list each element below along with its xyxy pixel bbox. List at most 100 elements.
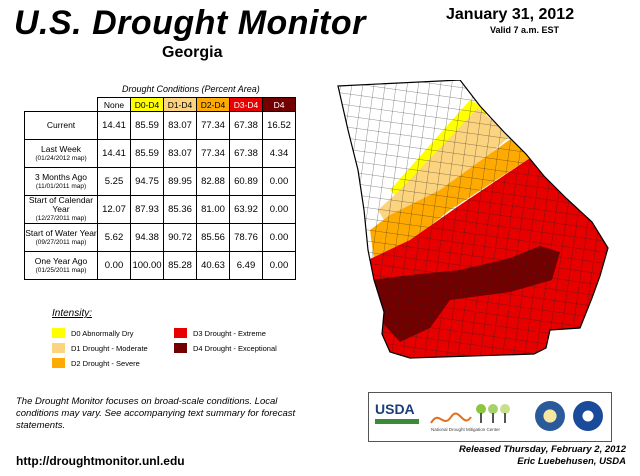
legend-label-d2: D2 Drought - Severe <box>71 358 140 368</box>
table-cell: 85.59 <box>130 139 164 168</box>
row-label-sub: (12/27/2011 map) <box>35 215 87 222</box>
row-label: One Year Ago (01/25/2011 map) <box>24 251 98 280</box>
row-label: Start of Calendar Year (12/27/2011 map) <box>24 195 98 224</box>
row-label-sub: (09/27/2011 map) <box>35 238 87 246</box>
legend-item-d3: D3 Drought - Extreme <box>174 328 266 338</box>
legend-item-d1: D1 Drought - Moderate <box>52 343 148 353</box>
table-cell: 67.38 <box>229 111 263 140</box>
table-cell: 94.38 <box>130 223 164 252</box>
col-d1-d4: D1-D4 <box>163 97 197 112</box>
table-cell: 77.34 <box>196 139 230 168</box>
table-row: 3 Months Ago (11/01/2011 map) 5.25 94.75 89.… <box>24 167 296 196</box>
table-cell: 4.34 <box>262 139 296 168</box>
legend-item-d2: D2 Drought - Severe <box>52 358 140 368</box>
georgia-drought-map <box>337 80 609 359</box>
table-cell: 89.95 <box>163 167 197 196</box>
table-cell: 14.41 <box>97 139 131 168</box>
table-cell: 85.59 <box>130 111 164 140</box>
table-cell: 85.56 <box>196 223 230 252</box>
row-label-text: 3 Months Ago <box>35 171 87 182</box>
usda-logo-bar <box>375 419 419 424</box>
row-label-sub: (11/01/2011 map) <box>35 182 87 190</box>
table-cell: 14.41 <box>97 111 131 140</box>
table-cell: 85.28 <box>163 251 197 280</box>
table-header-row: None D0-D4 D1-D4 D2-D4 D3-D4 D4 <box>25 97 296 112</box>
legend-swatch-d0 <box>52 328 65 338</box>
row-label-text: Current <box>46 120 76 130</box>
row-label-sub: (01/25/2011 map) <box>35 266 87 274</box>
state-outline <box>337 80 609 359</box>
legend-label-d3: D3 Drought - Extreme <box>193 328 266 338</box>
table-cell: 5.25 <box>97 167 131 196</box>
release-date: Released Thursday, February 2, 2012 <box>458 444 626 455</box>
col-d3-d4: D3-D4 <box>229 97 263 112</box>
doc-seal-icon <box>535 401 565 431</box>
table-cell: 67.38 <box>229 139 263 168</box>
row-label: 3 Months Ago (11/01/2011 map) <box>24 167 98 196</box>
table-cell: 63.92 <box>229 195 263 224</box>
col-d4: D4 <box>262 97 296 112</box>
table-cell: 90.72 <box>163 223 197 252</box>
noaa-logo-icon <box>573 401 603 431</box>
table-cell: 16.52 <box>262 111 296 140</box>
table-row: Start of Calendar Year (12/27/2011 map) 12… <box>24 195 296 224</box>
legend-label-d1: D1 Drought - Moderate <box>71 343 148 353</box>
map-title: U.S. Drought Monitor <box>14 4 366 42</box>
row-label-text: Start of Water Year <box>25 227 97 238</box>
footer-note: The Drought Monitor focuses on broad-sca… <box>16 396 296 431</box>
table-corner <box>25 98 98 112</box>
table-cell: 40.63 <box>196 251 230 280</box>
table-row: Last Week (01/24/2012 map) 14.41 85.59 83.07… <box>24 139 296 168</box>
legend-label-d0: D0 Abnormally Dry <box>71 328 134 338</box>
table-cell: 6.49 <box>229 251 263 280</box>
table-cell: 78.76 <box>229 223 263 252</box>
partner-logos: USDA National Drought Mitigation Center <box>368 392 612 442</box>
county-lines <box>338 80 608 358</box>
footer-url[interactable]: http://droughtmonitor.unl.edu <box>16 454 185 468</box>
legend-item-d0: D0 Abnormally Dry <box>52 328 134 338</box>
usda-logo: USDA <box>375 401 415 417</box>
release-info: Released Thursday, February 2, 2012 Eric… <box>459 444 626 468</box>
legend-swatch-d2 <box>52 358 65 368</box>
state-name: Georgia <box>162 44 223 61</box>
legend-item-d4: D4 Drought - Exceptional <box>174 343 277 353</box>
col-d0-d4: D0-D4 <box>130 97 164 112</box>
table-cell: 100.00 <box>130 251 164 280</box>
table-cell: 0.00 <box>262 167 296 196</box>
row-label: Current <box>24 111 98 140</box>
valid-time: Valid 7 a.m. EST <box>490 25 560 35</box>
table-cell: 60.89 <box>229 167 263 196</box>
legend-label-d4: D4 Drought - Exceptional <box>193 343 277 353</box>
legend-swatch-d4 <box>174 343 187 353</box>
table-cell: 94.75 <box>130 167 164 196</box>
table-row: Start of Water Year (09/27/2011 map) 5.62 9… <box>24 223 296 252</box>
row-label: Last Week (01/24/2012 map) <box>24 139 98 168</box>
legend-swatch-d1 <box>52 343 65 353</box>
col-none: None <box>97 97 131 112</box>
table-cell: 0.00 <box>262 223 296 252</box>
table-cell: 12.07 <box>97 195 131 224</box>
map-date: January 31, 2012 <box>446 6 575 23</box>
row-label: Start of Water Year (09/27/2011 map) <box>24 223 98 252</box>
ndmc-logo-label: National Drought Mitigation Center <box>431 427 501 432</box>
table-cell: 5.62 <box>97 223 131 252</box>
table-cell: 0.00 <box>262 195 296 224</box>
release-author: Eric Luebehusen, USDA <box>517 456 626 467</box>
table-cell: 82.88 <box>196 167 230 196</box>
table-cell: 83.07 <box>163 139 197 168</box>
legend-swatch-d3 <box>174 328 187 338</box>
table-cell: 77.34 <box>196 111 230 140</box>
table-cell: 81.00 <box>196 195 230 224</box>
table-cell: 0.00 <box>97 251 131 280</box>
table-cell: 83.07 <box>163 111 197 140</box>
table-row: Current 14.41 85.59 83.07 77.34 67.38 16.52 <box>24 111 296 140</box>
row-label-text: Start of Calendar Year <box>28 195 94 214</box>
row-label-text: One Year Ago <box>34 255 88 266</box>
table-cell: 0.00 <box>262 251 296 280</box>
legend-title: Intensity: <box>52 308 93 319</box>
table-cell: 87.93 <box>130 195 164 224</box>
drought-conditions-table: None D0-D4 D1-D4 D2-D4 D3-D4 D4 Current 1… <box>24 97 296 280</box>
row-label-sub: (01/24/2012 map) <box>35 154 87 162</box>
table-cell: 85.36 <box>163 195 197 224</box>
table-row: One Year Ago (01/25/2011 map) 0.00 100.00 85… <box>24 251 296 280</box>
